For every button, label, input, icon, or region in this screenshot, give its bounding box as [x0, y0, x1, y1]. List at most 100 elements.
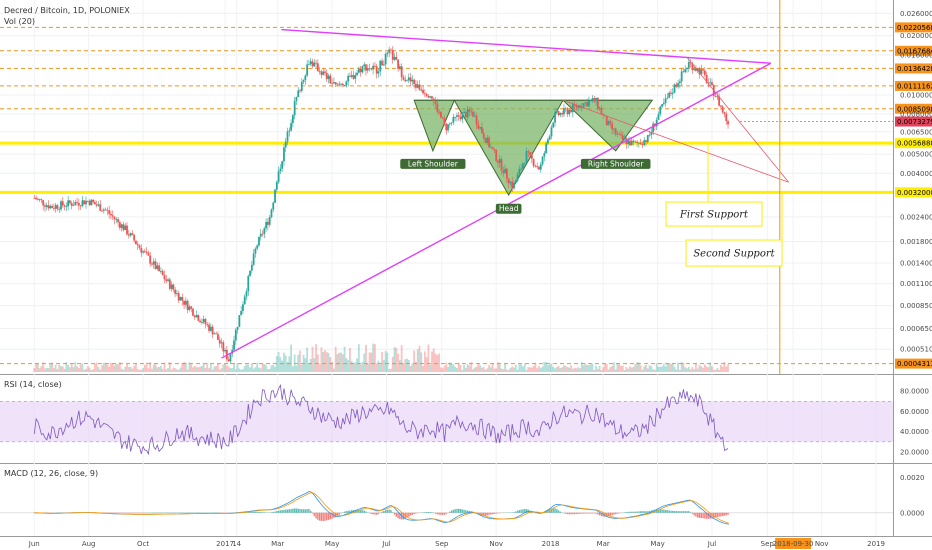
volume-bar	[192, 367, 194, 372]
candle-body	[197, 315, 200, 321]
candle-body	[671, 92, 674, 94]
volume-bar	[509, 367, 512, 372]
macd-histogram-bar	[383, 511, 385, 513]
macd-histogram-bar	[609, 512, 612, 516]
macd-histogram-bar	[397, 512, 399, 519]
volume-bar	[234, 369, 237, 372]
volume-bar	[193, 365, 196, 372]
candle-body	[40, 199, 43, 201]
volume-bar	[400, 345, 403, 372]
candle-body	[304, 75, 307, 81]
candle-body	[222, 342, 225, 352]
candle-body	[536, 166, 539, 167]
candle-body	[172, 284, 175, 290]
volume-bar	[677, 362, 679, 372]
candle-body	[238, 315, 241, 327]
macd-histogram-bar	[713, 512, 715, 518]
candle-body	[252, 253, 255, 265]
volume-bar	[70, 364, 73, 372]
volume-bar	[629, 366, 631, 372]
candle-body	[236, 326, 239, 330]
candle-body	[630, 140, 633, 146]
volume-bar	[113, 365, 116, 372]
candle-body	[727, 121, 729, 125]
annotations[interactable]: Left Shoulder Head Right Shoulder First Sup…	[400, 143, 783, 267]
candle-body	[381, 60, 383, 66]
candle-body	[147, 252, 150, 256]
volume-bar	[415, 361, 417, 372]
candle-body	[306, 64, 309, 76]
candle-body	[637, 142, 640, 144]
candle-body	[163, 275, 166, 280]
upper-triangle-line	[281, 28, 771, 64]
candle-body	[657, 114, 660, 120]
macd-histogram-bar	[641, 511, 644, 513]
macd-histogram-bar	[331, 512, 333, 519]
volume-bar	[372, 343, 375, 372]
volume-bar	[85, 368, 87, 372]
time-tag-label: 2018-09-30	[773, 540, 814, 548]
volume-bar	[493, 368, 496, 372]
candle-body	[555, 111, 558, 113]
volume-bar	[391, 356, 394, 372]
candle-body	[233, 340, 235, 350]
macd-histogram-bar	[554, 508, 556, 513]
macd-histogram-bar	[365, 511, 367, 513]
volume-bar	[233, 364, 235, 372]
volume-bar	[227, 366, 230, 372]
candle-body	[308, 63, 310, 65]
macd-histogram-bar	[372, 512, 374, 515]
candle-body	[265, 221, 268, 229]
volume-bar	[129, 366, 132, 372]
candle-body	[691, 63, 694, 71]
macd-histogram-bar	[449, 511, 451, 513]
macd-histogram-bar	[270, 512, 273, 513]
candle-body	[505, 168, 508, 179]
candle-body	[35, 197, 37, 200]
price-tick-label: 0.00400000	[900, 170, 932, 178]
volume-bar	[390, 368, 392, 372]
candle-body	[511, 181, 514, 189]
volume-bar	[650, 366, 653, 372]
volume-bar	[406, 358, 408, 372]
volume-bar	[218, 369, 221, 372]
volume-bar	[374, 344, 376, 372]
volume-bar	[304, 358, 307, 372]
candle-body	[359, 69, 362, 73]
candle-body	[143, 251, 146, 253]
volume-bar	[377, 360, 380, 372]
candle-body	[111, 215, 114, 217]
macd-histogram-bar	[625, 512, 628, 513]
main-pane[interactable]	[0, 0, 893, 374]
candle-body	[439, 111, 442, 118]
macd-histogram-bar	[581, 512, 583, 514]
macd-histogram-bar	[252, 511, 255, 513]
volume-bar	[411, 363, 414, 372]
candle-body	[443, 118, 446, 124]
candle-body	[470, 111, 473, 113]
candle-body	[67, 200, 70, 207]
volume-bar	[618, 364, 621, 372]
price-tag	[895, 80, 932, 91]
rsi-tick-label: 40.0000	[900, 428, 929, 436]
macd-histogram-bar	[716, 512, 719, 518]
volume-bar	[54, 364, 57, 372]
candle-body	[591, 98, 594, 101]
candle-body	[432, 98, 435, 102]
volume-bar	[36, 363, 39, 372]
horizontal-levels[interactable]	[0, 26, 893, 365]
volume-bar	[92, 369, 95, 372]
candle-body	[545, 143, 548, 153]
volume-bar	[507, 369, 510, 372]
candle-body	[268, 217, 271, 225]
volume-bar	[249, 367, 251, 372]
candle-body	[186, 300, 189, 310]
price-tick-label: 0.00051000	[900, 346, 932, 354]
head-and-shoulders-pattern[interactable]	[413, 99, 654, 197]
candle-body	[623, 138, 626, 140]
candle-body	[338, 83, 341, 85]
volume-bar	[600, 369, 603, 372]
candle-body	[427, 96, 430, 98]
macd-histogram-bar	[563, 512, 565, 514]
